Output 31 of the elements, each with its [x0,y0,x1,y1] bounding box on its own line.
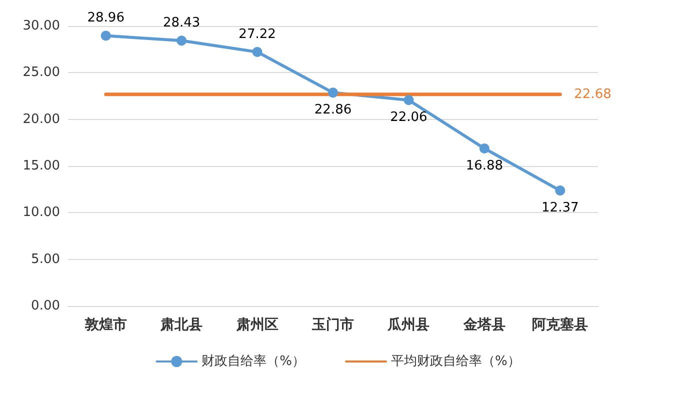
y-tick-label: 30.00 [22,18,60,34]
point [555,186,566,196]
data-label: 28.96 [87,10,124,26]
data-label: 22.06 [390,110,428,126]
y-tick-label: 20.00 [22,112,60,127]
y-tick-label: 0.00 [31,298,60,314]
data-label: 22.68 [574,86,612,102]
data-label: 22.86 [314,102,352,118]
data-label: 27.22 [238,26,276,42]
legend-label: 财政自给率（%） [202,353,306,369]
data-label: 16.88 [466,158,504,174]
legend-label: 平均财政自给率（%） [391,353,520,369]
data-label: 28.43 [162,16,200,31]
y-tick-label: 10.00 [22,205,60,220]
x-tick-label: 敦煌市 [84,316,127,333]
x-tick-label: 阿克塞县 [532,316,588,333]
x-tick-label: 肃州区 [235,317,278,333]
y-tick-label: 25.00 [22,65,60,80]
point [252,46,262,57]
y-tick-label: 15.00 [22,158,60,174]
point [176,36,187,46]
x-tick-label: 金塔县 [462,317,506,333]
point [328,88,338,98]
point [100,30,111,41]
point [479,143,490,154]
data-label: 12.37 [542,200,579,216]
x-tick-label: 瓜州县 [386,316,430,333]
x-tick-label: 玉门市 [311,316,354,333]
y-tick-label: 5.00 [31,252,60,267]
x-tick-label: 肃北县 [160,317,203,333]
point [404,95,414,106]
